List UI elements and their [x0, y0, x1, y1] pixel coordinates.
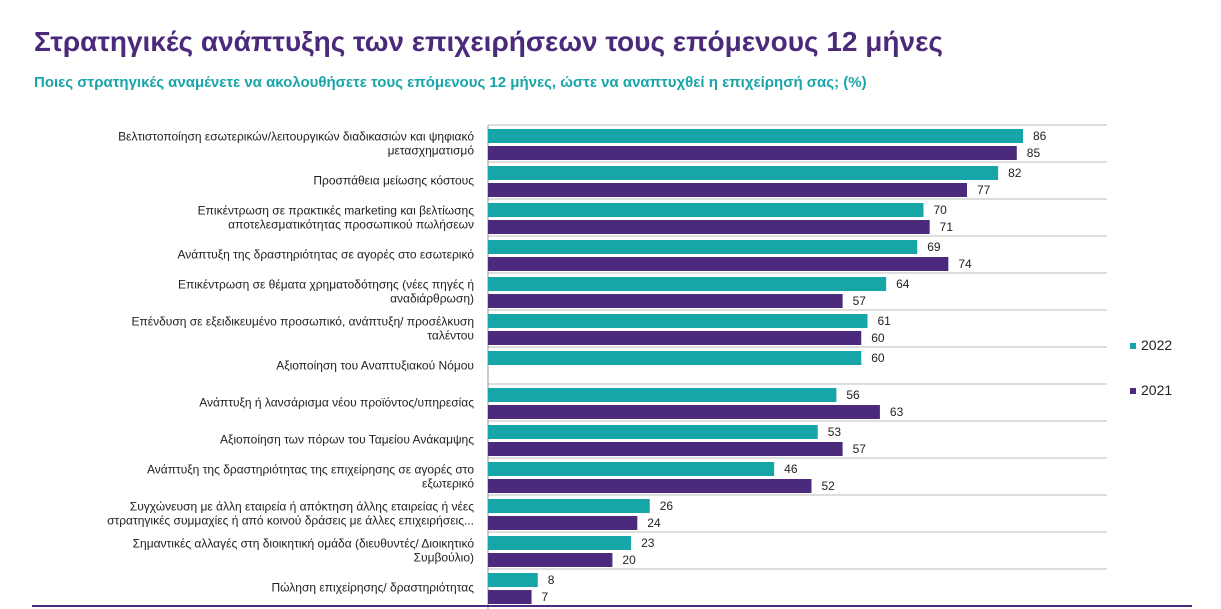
category-label: Προσπάθεια μείωσης κόστους: [313, 174, 474, 188]
bar-2021: [488, 183, 968, 197]
bar-2022: [488, 573, 538, 587]
legend-label-2022: 2022: [1141, 337, 1172, 353]
bar-2022: [488, 351, 862, 365]
bar-2021: [488, 220, 930, 234]
category-label-line: Ανάπτυξη της δραστηριότητας της επιχείρη…: [147, 463, 474, 477]
legend-marker-2021: [1130, 388, 1136, 394]
data-label-2022: 23: [641, 536, 655, 550]
bar-2022: [488, 166, 999, 180]
category-label: Σημαντικές αλλαγές στη διοικητική ομάδα …: [133, 537, 475, 565]
bar-2022: [488, 536, 632, 550]
chart-subtitle: Ποιες στρατηγικές αναμένετε να ακολουθήσ…: [34, 74, 867, 91]
category-label-line: Αξιοποίηση του Αναπτυξιακού Νόμου: [276, 359, 474, 373]
data-label-2022: 61: [877, 314, 891, 328]
category-label-line: Ανάπτυξη ή λανσάρισμα νέου προϊόντος/υπη…: [199, 396, 474, 410]
bar-2021: [488, 405, 880, 419]
bar-2021: [488, 553, 613, 567]
bar-2021: [488, 479, 812, 493]
bar-2021: [488, 146, 1017, 160]
bar-2022: [488, 425, 818, 439]
category-label: Συγχώνευση με άλλη εταιρεία ή απόκτηση ά…: [107, 500, 474, 528]
data-label-2021: 60: [871, 331, 885, 345]
legend-marker-2022: [1130, 343, 1136, 349]
category-label-line: Βελτιστοποίηση εσωτερικών/λειτουργικών δ…: [118, 130, 474, 144]
category-label-line: Ανάπτυξη της δραστηριότητας σε αγορές στ…: [177, 248, 474, 262]
category-label-line: Προσπάθεια μείωσης κόστους: [313, 174, 474, 188]
category-label-line: ταλέντου: [427, 329, 474, 343]
data-label-2021: 77: [977, 183, 991, 197]
category-label-line: Επικέντρωση σε πρακτικές marketing και β…: [198, 204, 475, 218]
category-label: Επικέντρωση σε πρακτικές marketing και β…: [198, 204, 475, 232]
category-label-line: Αξιοποίηση των πόρων του Ταμείου Ανάκαμψ…: [220, 433, 474, 447]
category-label-line: Πώληση επιχείρησης/ δραστηριότητας: [272, 581, 475, 595]
category-label: Αξιοποίηση των πόρων του Ταμείου Ανάκαμψ…: [220, 433, 474, 447]
category-label-line: αναδιάρθρωση): [390, 292, 474, 306]
bar-2021: [488, 442, 843, 456]
bar-2022: [488, 499, 650, 513]
category-label-line: Συμβούλιο): [414, 551, 474, 565]
data-label-2022: 69: [927, 240, 941, 254]
bottom-divider: [32, 605, 1192, 607]
bar-2021: [488, 257, 949, 271]
data-label-2021: 57: [853, 442, 867, 456]
data-label-2022: 64: [896, 277, 910, 291]
bar-2022: [488, 462, 775, 476]
bar-2021: [488, 331, 862, 345]
bar-2022: [488, 277, 887, 291]
data-label-2022: 82: [1008, 166, 1022, 180]
data-label-2022: 8: [548, 573, 555, 587]
bar-2021: [488, 516, 638, 530]
category-label-line: Σημαντικές αλλαγές στη διοικητική ομάδα …: [133, 537, 475, 551]
data-label-2022: 53: [828, 425, 842, 439]
data-label-2021: 63: [890, 405, 904, 419]
bar-2021: [488, 294, 843, 308]
data-label-2021: 24: [647, 516, 661, 530]
category-label-line: Συγχώνευση με άλλη εταιρεία ή απόκτηση ά…: [130, 500, 474, 514]
data-label-2022: 70: [933, 203, 947, 217]
bar-2022: [488, 203, 924, 217]
category-label: Επικέντρωση σε θέματα χρηματοδότησης (νέ…: [178, 278, 474, 306]
category-label: Βελτιστοποίηση εσωτερικών/λειτουργικών δ…: [118, 130, 474, 158]
data-label-2021: 7: [542, 590, 549, 604]
category-label: Ανάπτυξη της δραστηριότητας σε αγορές στ…: [177, 248, 474, 262]
data-label-2022: 60: [871, 351, 885, 365]
category-label-line: Επένδυση σε εξειδικευμένο προσωπικό, ανά…: [131, 315, 474, 329]
category-label-line: μετασχηματισμό: [388, 144, 475, 158]
category-label: Επένδυση σε εξειδικευμένο προσωπικό, ανά…: [131, 315, 474, 343]
category-label-line: Επικέντρωση σε θέματα χρηματοδότησης (νέ…: [178, 278, 474, 292]
category-label-line: εξωτερικό: [422, 477, 474, 491]
bar-2021: [488, 590, 532, 604]
category-label-line: στρατηγικές συμμαχίες ή από κοινού δράσε…: [107, 514, 474, 528]
data-label-2022: 86: [1033, 129, 1047, 143]
data-label-2021: 74: [958, 257, 972, 271]
data-label-2021: 71: [940, 220, 954, 234]
data-label-2021: 85: [1027, 146, 1041, 160]
data-label-2021: 52: [821, 479, 835, 493]
data-label-2022: 46: [784, 462, 798, 476]
bar-2022: [488, 129, 1023, 143]
category-label: Πώληση επιχείρησης/ δραστηριότητας: [272, 581, 475, 595]
category-label-line: αποτελεσματικότητας προσωπικού πωλήσεων: [228, 218, 474, 232]
bar-2022: [488, 314, 868, 328]
data-label-2022: 26: [660, 499, 674, 513]
category-label: Ανάπτυξη της δραστηριότητας της επιχείρη…: [147, 463, 474, 491]
data-label-2021: 20: [622, 553, 636, 567]
data-label-2022: 56: [846, 388, 860, 402]
category-label: Αξιοποίηση του Αναπτυξιακού Νόμου: [276, 359, 474, 373]
chart-title: Στρατηγικές ανάπτυξης των επιχειρήσεων τ…: [34, 26, 943, 57]
bar-2022: [488, 388, 837, 402]
data-label-2021: 57: [853, 294, 867, 308]
category-label: Ανάπτυξη ή λανσάρισμα νέου προϊόντος/υπη…: [199, 396, 474, 410]
bar-2022: [488, 240, 918, 254]
legend-label-2021: 2021: [1141, 382, 1172, 398]
